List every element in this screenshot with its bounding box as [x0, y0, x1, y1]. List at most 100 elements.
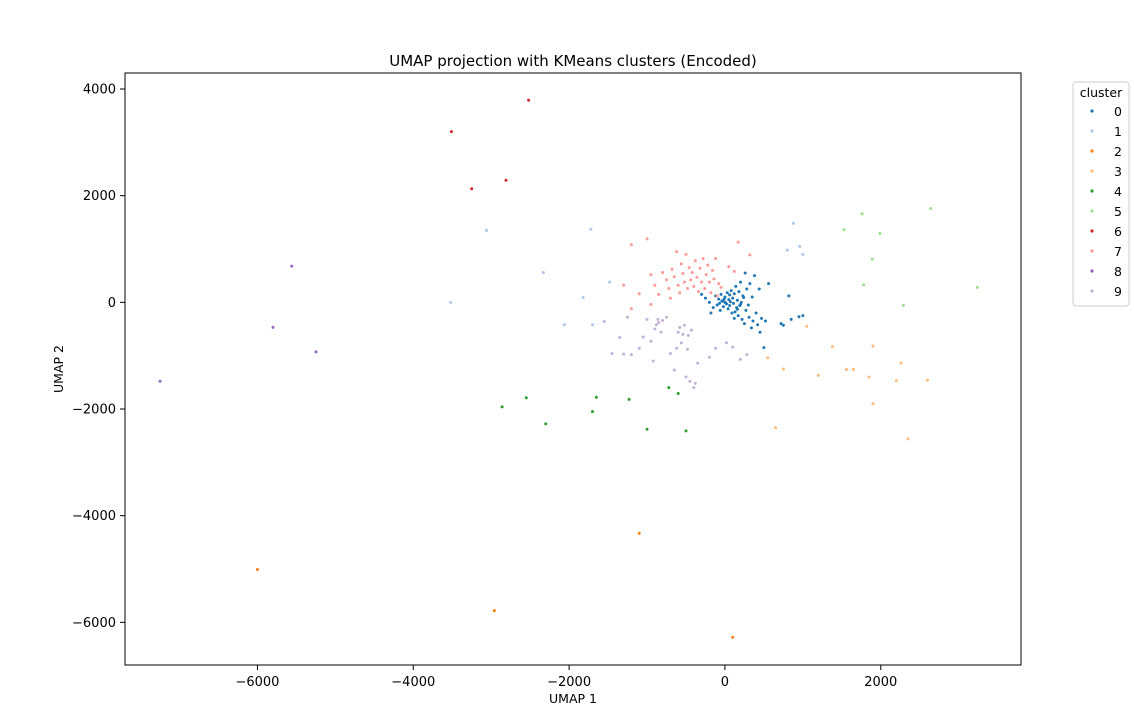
data-point [901, 304, 905, 308]
legend-label: 8 [1114, 264, 1122, 279]
legend-marker [1090, 289, 1094, 293]
data-point [860, 212, 864, 216]
data-point [637, 292, 641, 296]
legend-marker [1090, 189, 1094, 193]
data-point [158, 379, 162, 383]
data-point [714, 346, 718, 350]
data-point [696, 361, 700, 365]
series-9 [602, 315, 749, 390]
data-point [637, 531, 641, 535]
data-point [703, 296, 707, 300]
data-point [684, 375, 688, 379]
data-point [707, 300, 711, 304]
data-point [721, 305, 725, 309]
data-point [688, 379, 692, 383]
data-point [715, 294, 719, 298]
data-point [686, 286, 690, 290]
data-point [629, 243, 633, 247]
data-point [727, 265, 731, 269]
data-point [774, 426, 778, 430]
data-point [692, 386, 696, 390]
x-tick-label: 2000 [864, 675, 897, 690]
data-point [686, 347, 690, 351]
data-point [622, 283, 626, 287]
data-point [851, 368, 855, 372]
data-point [732, 316, 736, 320]
data-point [661, 318, 665, 322]
data-point [668, 352, 672, 356]
y-tick-label: 2000 [83, 189, 116, 204]
data-point [758, 330, 762, 334]
data-point [524, 396, 528, 400]
data-point [715, 303, 719, 307]
data-point [693, 381, 697, 385]
data-point [781, 367, 785, 371]
x-tick-label: −4000 [391, 675, 435, 690]
x-tick-label: −2000 [547, 675, 591, 690]
data-point [745, 287, 749, 291]
data-point [602, 320, 606, 324]
data-point [736, 240, 740, 244]
data-point [672, 275, 676, 279]
data-point [781, 323, 785, 327]
data-point [670, 267, 674, 271]
legend-label: 6 [1114, 224, 1122, 239]
data-point [739, 357, 743, 361]
data-point [693, 259, 697, 263]
legend-label: 9 [1114, 284, 1122, 299]
data-point [709, 311, 713, 315]
data-point [805, 324, 809, 328]
data-point [700, 280, 704, 284]
data-point [692, 284, 696, 288]
data-point [684, 252, 688, 256]
legend-label: 0 [1114, 104, 1122, 119]
data-point [541, 270, 545, 274]
data-point [745, 353, 749, 357]
data-point [894, 379, 898, 383]
data-point [649, 302, 653, 306]
data-point [732, 292, 736, 296]
y-axis-ticks: −6000 −4000 −2000 0 2000 4000 [72, 83, 125, 631]
data-point [667, 286, 671, 290]
data-point [645, 317, 649, 321]
data-point [679, 341, 683, 345]
x-axis-label: UMAP 1 [549, 691, 597, 706]
y-tick-label: −6000 [72, 616, 116, 631]
data-point [747, 315, 751, 319]
data-point [590, 323, 594, 327]
data-point [742, 296, 746, 300]
data-point [695, 275, 699, 279]
data-point [728, 293, 732, 297]
data-point [731, 296, 735, 300]
y-axis-label: UMAP 2 [51, 345, 66, 393]
data-point [581, 296, 585, 300]
data-point [870, 257, 874, 261]
data-point [709, 291, 713, 295]
data-point [735, 307, 739, 311]
data-point [862, 283, 866, 287]
data-point [622, 352, 626, 356]
data-point [975, 285, 979, 289]
data-point [801, 314, 805, 318]
data-point [797, 315, 801, 319]
data-point [449, 130, 453, 134]
series-6 [449, 98, 531, 191]
series-3 [766, 324, 929, 441]
data-point [740, 317, 744, 321]
data-point [737, 290, 741, 294]
legend-label: 3 [1114, 164, 1122, 179]
data-point [562, 323, 566, 327]
data-point [629, 353, 633, 357]
data-point [271, 325, 275, 329]
data-point [751, 319, 755, 323]
data-point [906, 437, 910, 441]
legend-label: 1 [1114, 124, 1122, 139]
data-point [798, 244, 802, 248]
data-point [760, 316, 764, 320]
data-point [842, 228, 846, 232]
data-point [690, 270, 694, 274]
data-point [544, 422, 548, 426]
data-point [878, 232, 882, 236]
legend-box [1072, 81, 1130, 307]
legend-label: 5 [1114, 204, 1122, 219]
